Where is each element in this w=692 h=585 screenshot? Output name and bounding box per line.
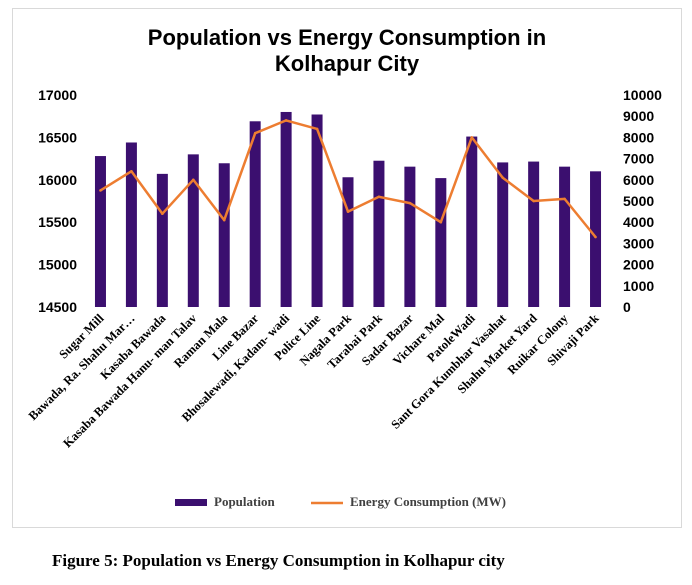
population-bars	[94, 111, 602, 308]
left-tick-label: 16000	[38, 172, 77, 188]
right-tick-label: 8000	[623, 129, 654, 145]
bar	[497, 162, 509, 307]
bar	[435, 178, 447, 307]
bar	[125, 142, 137, 307]
line-point	[594, 235, 597, 239]
right-tick-label: 5000	[623, 193, 654, 209]
line-point	[563, 197, 566, 201]
line-point	[253, 131, 257, 135]
right-tick-label: 3000	[623, 235, 654, 251]
bar	[249, 121, 261, 308]
bar	[280, 111, 292, 308]
right-axis: 0 1000 2000 3000 4000 5000 6000 7000 8000 9000 100…	[623, 87, 662, 315]
legend-label-population: Population	[214, 494, 275, 509]
left-tick-label: 16500	[38, 129, 77, 145]
legend: Population Energy Consumption (MW)	[175, 494, 506, 509]
line-point	[439, 220, 443, 224]
chart-title: Population vs Energy Consumption inKolha…	[148, 25, 546, 76]
chart-title-line: Population vs Energy Consumption in	[148, 25, 546, 50]
right-tick-label: 6000	[623, 172, 654, 188]
line-point	[284, 119, 288, 122]
bar	[559, 166, 571, 307]
bar	[218, 163, 230, 307]
line-point	[408, 201, 412, 205]
left-tick-label: 15000	[38, 257, 77, 273]
line-point	[346, 210, 350, 213]
bar	[404, 166, 416, 307]
line-point	[532, 199, 535, 203]
chart: Population vs Energy Consumption inKolha…	[26, 25, 662, 509]
right-tick-label: 0	[623, 299, 631, 315]
bar	[590, 171, 602, 307]
right-tick-label: 7000	[623, 151, 654, 167]
line-point	[470, 136, 474, 139]
bar	[528, 161, 540, 307]
left-tick-label: 17000	[38, 87, 77, 103]
bar	[156, 173, 168, 307]
chart-frame: Population vs Energy Consumption in Kolha…	[12, 8, 682, 528]
line-point	[222, 218, 226, 222]
chart-title-line: Kolhapur City	[275, 51, 420, 76]
line-point	[161, 212, 164, 216]
bar	[466, 136, 478, 307]
right-tick-label: 9000	[623, 108, 654, 124]
figure-caption: Figure 5: Population vs Energy Consumpti…	[52, 551, 505, 570]
left-tick-label: 15500	[38, 214, 77, 230]
line-point	[377, 195, 381, 199]
right-tick-label: 10000	[623, 87, 662, 103]
bar	[94, 156, 106, 307]
line-point	[99, 189, 102, 192]
bar	[373, 160, 385, 307]
left-tick-label: 14500	[38, 299, 77, 315]
right-tick-label: 4000	[623, 214, 654, 230]
legend-label-energy: Energy Consumption (MW)	[350, 494, 506, 509]
bar	[311, 114, 323, 307]
right-tick-label: 2000	[623, 257, 654, 273]
line-point	[315, 127, 319, 131]
left-axis: 14500 15000 15500 16000 16500 17000	[38, 87, 77, 315]
line-point	[501, 176, 505, 179]
legend-swatch-population	[175, 499, 207, 506]
energy-line-series	[99, 119, 597, 239]
bar	[187, 154, 199, 307]
right-tick-label: 1000	[623, 278, 654, 294]
line-point	[130, 170, 133, 173]
bar	[342, 177, 354, 307]
line-point	[191, 178, 195, 182]
